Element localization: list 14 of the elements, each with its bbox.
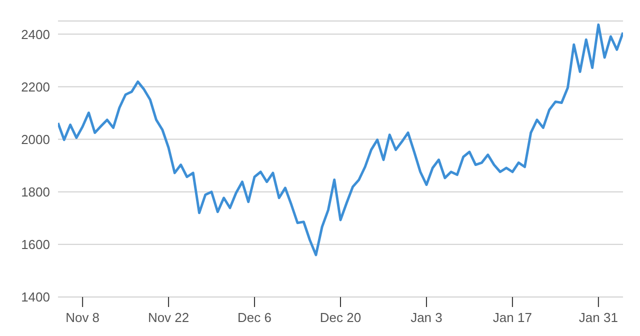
- x-tick-label: Jan 3: [410, 310, 442, 326]
- y-tick-label: 1400: [21, 290, 50, 305]
- x-tick-label: Dec 6: [238, 310, 272, 326]
- y-tick-label: 2200: [21, 79, 50, 94]
- x-tick-label: Jan 17: [492, 310, 532, 326]
- y-tick-label: 2400: [21, 26, 50, 42]
- x-tick-label: Dec 20: [320, 310, 362, 326]
- x-tick-label: Nov 8: [66, 310, 100, 326]
- y-tick-label: 1800: [21, 184, 50, 200]
- y-tick-label: 1600: [21, 237, 50, 252]
- line-series: [58, 23, 623, 256]
- x-tick-label: Jan 31: [578, 310, 618, 326]
- x-tick-label: Nov 22: [148, 310, 190, 326]
- y-tick-label: 2000: [21, 132, 50, 147]
